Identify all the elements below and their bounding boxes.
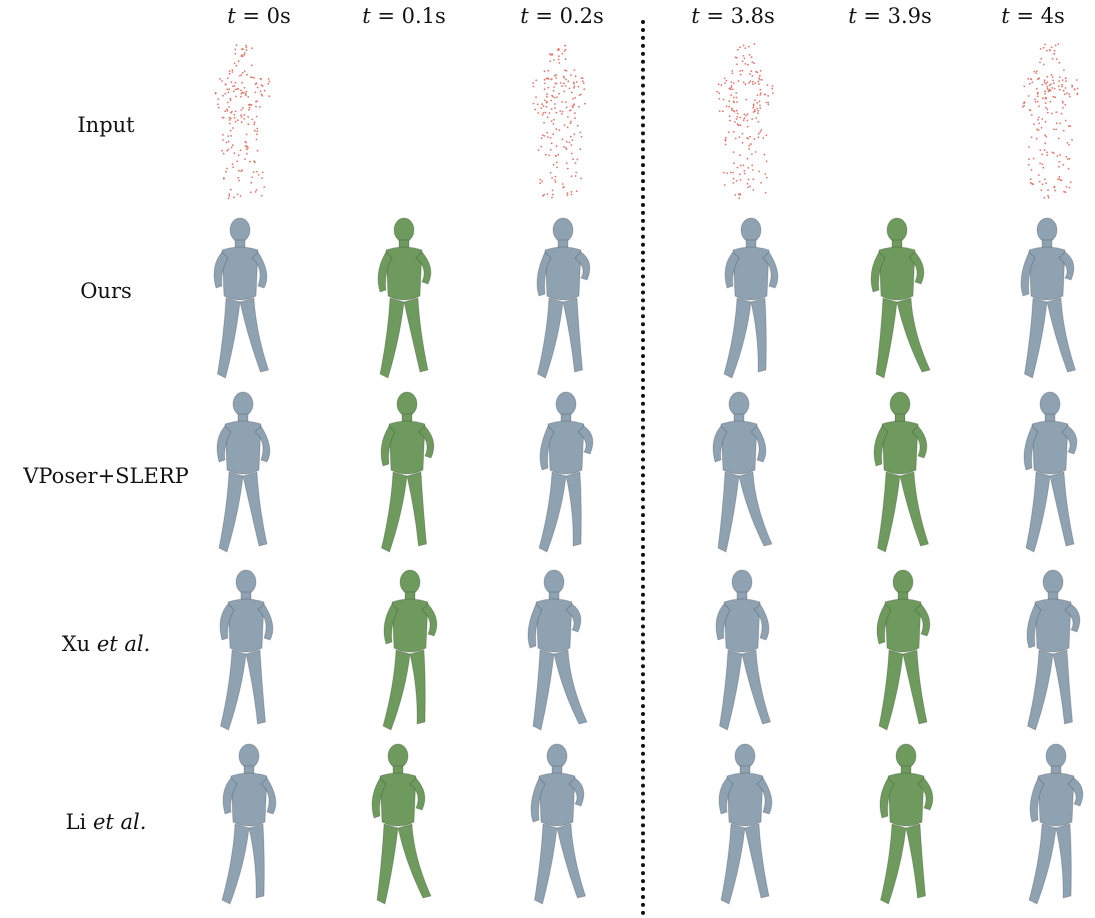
- reconstruction-cell: [849, 740, 957, 916]
- row-label-input: Input: [77, 113, 135, 137]
- human-mesh-figure: [221, 743, 277, 905]
- human-mesh-silhouette: [216, 391, 271, 553]
- reconstruction-cell: [506, 388, 614, 564]
- reconstruction-cell: [849, 388, 957, 564]
- human-mesh-figure: [530, 743, 587, 905]
- human-mesh-figure: [380, 391, 435, 553]
- row-label-li: Li et al.: [65, 810, 147, 834]
- time-label-4: t = 3.9s: [848, 4, 932, 28]
- point-cloud-figure: [716, 43, 774, 200]
- human-mesh-figure: [723, 217, 779, 379]
- reconstruction-cell: [189, 388, 297, 564]
- reconstruction-cell: [849, 214, 957, 390]
- human-mesh-silhouette: [382, 569, 438, 731]
- human-mesh-silhouette: [538, 391, 594, 553]
- human-mesh-silhouette: [715, 569, 772, 731]
- point-cloud: [532, 44, 586, 199]
- time-label-2: t = 0.2s: [520, 4, 604, 28]
- human-mesh-figure: [879, 743, 934, 905]
- reconstruction-cell: [996, 388, 1095, 564]
- human-mesh-silhouette: [1026, 569, 1081, 731]
- human-mesh-figure: [536, 217, 591, 379]
- human-mesh-silhouette: [213, 217, 270, 379]
- time-label-5: t = 4s: [1001, 4, 1065, 28]
- human-mesh-silhouette: [377, 217, 432, 379]
- human-mesh-figure: [1028, 743, 1084, 905]
- human-mesh-silhouette: [371, 743, 432, 905]
- reconstruction-cell: [189, 566, 297, 742]
- row-label-ours: Ours: [80, 279, 132, 303]
- input-point-cloud-cell: [189, 38, 297, 214]
- human-mesh-silhouette: [723, 217, 779, 379]
- time-label-1: t = 0.1s: [362, 4, 446, 28]
- reconstruction-cell: [691, 214, 799, 390]
- reconstruction-cell: [350, 214, 458, 390]
- human-mesh-figure: [718, 743, 773, 905]
- human-mesh-silhouette: [221, 743, 277, 905]
- reconstruction-cell: [691, 740, 799, 916]
- time-label-3: t = 3.8s: [691, 4, 775, 28]
- human-mesh-silhouette: [219, 569, 274, 731]
- human-mesh-figure: [216, 391, 271, 553]
- reconstruction-cell: [506, 740, 614, 916]
- human-mesh-figure: [527, 569, 588, 731]
- human-mesh-silhouette: [530, 743, 587, 905]
- row-label-xu: Xu et al.: [61, 632, 151, 656]
- human-mesh-figure: [377, 217, 432, 379]
- human-mesh-silhouette: [876, 569, 931, 731]
- human-mesh-figure: [1026, 569, 1081, 731]
- human-mesh-figure: [1023, 391, 1078, 553]
- input-point-cloud-cell: [996, 38, 1095, 214]
- reconstruction-cell: [189, 740, 297, 916]
- reconstruction-cell: [996, 214, 1095, 390]
- reconstruction-cell: [350, 740, 458, 916]
- reconstruction-cell: [691, 566, 799, 742]
- reconstruction-cell: [189, 214, 297, 390]
- human-mesh-silhouette: [536, 217, 591, 379]
- human-mesh-silhouette: [1020, 217, 1077, 379]
- human-mesh-figure: [219, 569, 274, 731]
- reconstruction-cell: [350, 388, 458, 564]
- reconstruction-cell: [691, 388, 799, 564]
- human-mesh-silhouette: [870, 217, 931, 379]
- human-mesh-silhouette: [712, 391, 773, 553]
- human-mesh-figure: [371, 743, 432, 905]
- human-mesh-silhouette: [873, 391, 930, 553]
- reconstruction-cell: [350, 566, 458, 742]
- point-cloud: [716, 43, 774, 200]
- human-mesh-silhouette: [527, 569, 588, 731]
- human-mesh-figure: [382, 569, 438, 731]
- human-mesh-figure: [712, 391, 773, 553]
- reconstruction-cell: [506, 214, 614, 390]
- human-mesh-silhouette: [1023, 391, 1078, 553]
- point-cloud: [214, 44, 271, 200]
- point-cloud: [1022, 43, 1079, 199]
- input-point-cloud-cell: [506, 38, 614, 214]
- human-mesh-figure: [213, 217, 270, 379]
- row-label-vposer-slerp: VPoser+SLERP: [23, 464, 189, 488]
- human-mesh-silhouette: [718, 743, 773, 905]
- human-mesh-figure: [870, 217, 931, 379]
- human-mesh-figure: [873, 391, 930, 553]
- time-divider: [641, 20, 645, 916]
- reconstruction-cell: [996, 566, 1095, 742]
- human-mesh-silhouette: [380, 391, 435, 553]
- point-cloud-figure: [1022, 43, 1079, 199]
- human-mesh-figure: [876, 569, 931, 731]
- time-label-0: t = 0s: [227, 4, 291, 28]
- human-mesh-figure: [538, 391, 594, 553]
- human-mesh-figure: [715, 569, 772, 731]
- reconstruction-cell: [506, 566, 614, 742]
- human-mesh-silhouette: [1028, 743, 1084, 905]
- reconstruction-cell: [849, 566, 957, 742]
- point-cloud-figure: [214, 44, 271, 200]
- human-mesh-figure: [1020, 217, 1077, 379]
- point-cloud-figure: [532, 44, 586, 199]
- reconstruction-cell: [996, 740, 1095, 916]
- input-point-cloud-cell: [691, 38, 799, 214]
- human-mesh-silhouette: [879, 743, 934, 905]
